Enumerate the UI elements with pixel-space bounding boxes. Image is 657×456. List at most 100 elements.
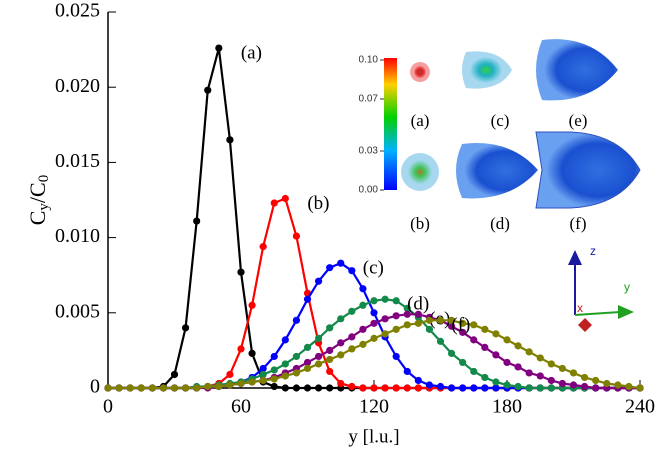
point [425,316,434,324]
point [326,384,334,392]
point [525,369,533,377]
point [425,381,434,389]
point [193,217,201,225]
point [115,384,123,392]
series-label: (b) [307,193,329,214]
point [525,384,533,392]
point [193,384,201,392]
series-label: (a) [241,42,262,63]
point [348,382,356,391]
point [392,312,400,320]
point [337,259,345,267]
point [281,372,289,380]
point [569,369,578,377]
point [514,382,522,391]
point [303,358,312,367]
point [481,384,489,392]
point [226,370,234,379]
y-tick-label: 0.020 [55,75,100,97]
point [470,367,478,376]
point [126,384,134,392]
point [359,384,367,392]
point [436,382,445,391]
point [403,321,411,329]
point [170,384,179,392]
point [226,136,234,144]
point [459,384,467,392]
point [337,351,345,359]
point [337,339,345,347]
point [359,340,367,348]
shape-e [536,39,618,101]
point [148,384,156,392]
point [381,295,389,303]
y-tick-label: 0.010 [55,225,100,247]
point [403,310,411,318]
point [259,376,267,385]
point [481,373,489,382]
point [337,315,345,323]
x-tick-label: 0 [103,396,113,418]
point [381,330,389,338]
point [403,367,411,376]
panel-label: (d) [490,214,510,233]
point [359,325,367,333]
point [248,378,256,386]
point [603,379,611,388]
point [281,336,289,344]
point [503,381,511,389]
point [514,342,522,350]
point [370,384,378,392]
point [470,336,478,344]
point [170,370,179,379]
point [558,379,567,388]
y-label-sub: 0 [36,175,52,183]
point [547,376,555,385]
point [270,366,278,374]
point [447,316,456,324]
point [281,360,289,368]
point [392,352,400,361]
point [270,382,278,391]
point [625,382,633,391]
point [348,333,356,341]
point [104,384,112,392]
point [292,232,301,240]
series [104,316,644,392]
arrow-y [618,305,634,319]
point [314,360,323,368]
y-label-part: C [25,211,50,226]
x-tick-label: 240 [625,396,655,418]
arrow-z [568,250,582,265]
point [237,379,245,388]
point [303,364,312,373]
point [392,297,400,305]
point [337,379,345,388]
point [470,384,478,392]
point [259,370,267,379]
y-tick-label: 0.005 [55,300,100,322]
point [447,322,456,330]
point [303,295,312,303]
point [270,352,278,361]
point [503,336,511,344]
point [447,384,456,392]
point [592,376,600,385]
point [314,277,323,285]
point [137,384,145,392]
point [292,316,301,324]
series-label: (d) [407,294,429,315]
point [215,44,223,52]
point [536,384,544,392]
point [470,321,478,329]
point [204,382,212,391]
point [492,378,500,386]
point [636,384,644,392]
point [392,325,400,333]
point [281,384,289,392]
point [414,310,422,318]
point [292,384,301,392]
point [536,354,544,362]
point [459,328,467,336]
